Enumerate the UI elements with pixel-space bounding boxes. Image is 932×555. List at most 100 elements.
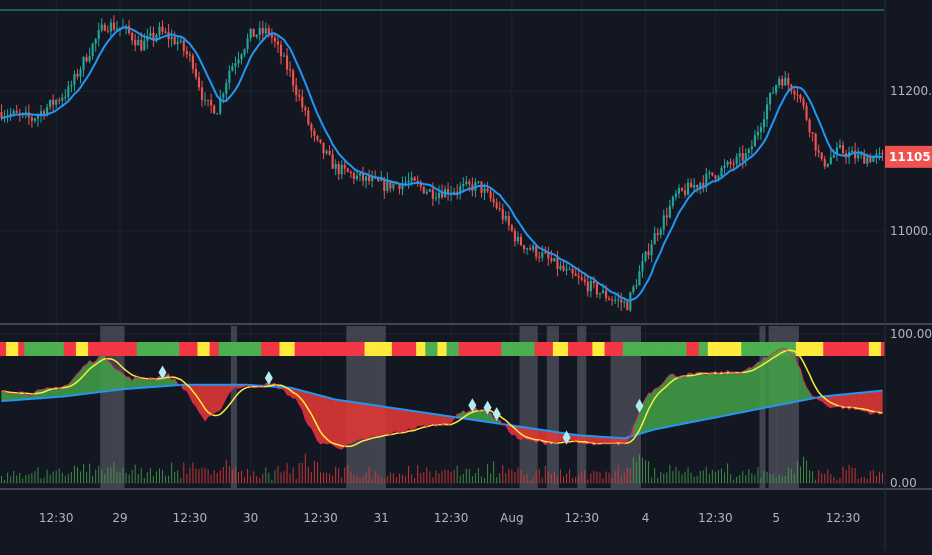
cloud-fill — [858, 392, 862, 411]
price-tick-label: 11200.00 — [890, 84, 932, 98]
state-band-segment — [738, 342, 742, 356]
state-band-segment — [689, 342, 694, 356]
candle-body — [504, 215, 507, 220]
candle-body — [668, 205, 671, 218]
candle-body — [240, 54, 243, 60]
state-band-segment — [671, 342, 675, 356]
state-band-segment — [297, 342, 302, 356]
candle-body — [589, 280, 592, 292]
state-band-segment — [270, 342, 274, 356]
candle-body — [164, 31, 167, 33]
state-band-segment — [422, 342, 426, 356]
candle-body — [686, 182, 690, 195]
cloud-fill — [347, 401, 352, 444]
cloud-fill — [359, 402, 364, 440]
cloud-fill — [89, 360, 93, 394]
candle-body — [55, 100, 58, 105]
candle-body — [711, 172, 714, 176]
state-band-segment — [391, 342, 396, 356]
candle-body — [665, 215, 668, 218]
state-band-segment — [145, 342, 150, 356]
state-band-segment — [847, 342, 851, 356]
state-band-segment — [91, 342, 95, 356]
candle-body — [73, 73, 76, 85]
shaded-region — [519, 326, 538, 488]
cloud-fill — [481, 409, 485, 422]
candle-body — [222, 93, 225, 98]
candle-body — [456, 191, 459, 193]
cloud-fill — [730, 371, 734, 415]
state-band-segment — [100, 342, 104, 356]
state-band-segment — [227, 342, 232, 356]
state-band-segment — [801, 342, 806, 356]
state-band-segment — [419, 342, 423, 356]
cloud-fill — [368, 404, 373, 438]
candle-body — [46, 107, 49, 116]
candle-body — [671, 196, 674, 206]
indicator-pane[interactable] — [0, 326, 885, 488]
state-band-segment — [340, 342, 344, 356]
state-band-segment — [476, 342, 481, 356]
candle-body — [592, 280, 595, 284]
state-band-segment — [868, 342, 873, 356]
candle-body — [486, 188, 489, 192]
cloud-fill — [141, 378, 145, 389]
candle-body — [389, 180, 392, 189]
state-band-segment — [400, 342, 405, 356]
state-band-segment — [203, 342, 207, 356]
candle-body — [492, 198, 495, 203]
cloud-fill — [338, 399, 342, 450]
candle-body — [100, 24, 103, 31]
state-band-segment — [410, 342, 414, 356]
candle-body — [875, 154, 878, 158]
state-band-segment — [710, 342, 715, 356]
state-band-segment — [808, 342, 812, 356]
state-band-segment — [78, 342, 83, 356]
signal-diamond — [468, 398, 477, 413]
state-band-segment — [650, 342, 654, 356]
state-band-segment — [880, 342, 885, 356]
state-band-segment — [574, 342, 578, 356]
candle-body — [307, 110, 310, 125]
state-band-segment — [255, 342, 259, 356]
cloud-fill — [429, 413, 434, 425]
candle-body — [453, 191, 456, 194]
candle-body — [264, 28, 267, 34]
state-band-segment — [176, 342, 180, 356]
state-band-segment — [239, 342, 244, 356]
candle-body — [210, 100, 213, 106]
state-band-segment — [407, 342, 411, 356]
time-axis-label: 12:30 — [173, 511, 208, 525]
state-band-segment — [312, 342, 317, 356]
state-band-segment — [379, 342, 384, 356]
state-band-segment — [814, 342, 818, 356]
state-band-segment — [865, 342, 870, 356]
state-band-segment — [182, 342, 186, 356]
candle-body — [134, 40, 137, 46]
state-band-segment — [300, 342, 305, 356]
price-pane[interactable] — [0, 9, 884, 313]
state-band-segment — [677, 342, 681, 356]
candle-body — [459, 186, 462, 193]
state-band-segment — [60, 342, 65, 356]
candle-body — [662, 215, 665, 230]
state-band-segment — [519, 342, 523, 356]
candle-body — [495, 202, 498, 208]
candle-body — [641, 261, 644, 272]
cloud-fill — [724, 369, 728, 416]
state-band-segment — [850, 342, 855, 356]
cloud-fill — [672, 373, 677, 427]
candle-body — [447, 188, 450, 195]
state-band-segment — [722, 342, 727, 356]
candle-body — [866, 157, 869, 164]
cloud-fill — [487, 412, 491, 423]
state-band-segment — [568, 342, 572, 356]
indicator-tick-label: 100.00 — [890, 327, 932, 341]
candle-body — [741, 153, 744, 161]
cloud-fill — [651, 388, 655, 431]
candle-body — [608, 298, 611, 300]
state-band-segment — [750, 342, 754, 356]
